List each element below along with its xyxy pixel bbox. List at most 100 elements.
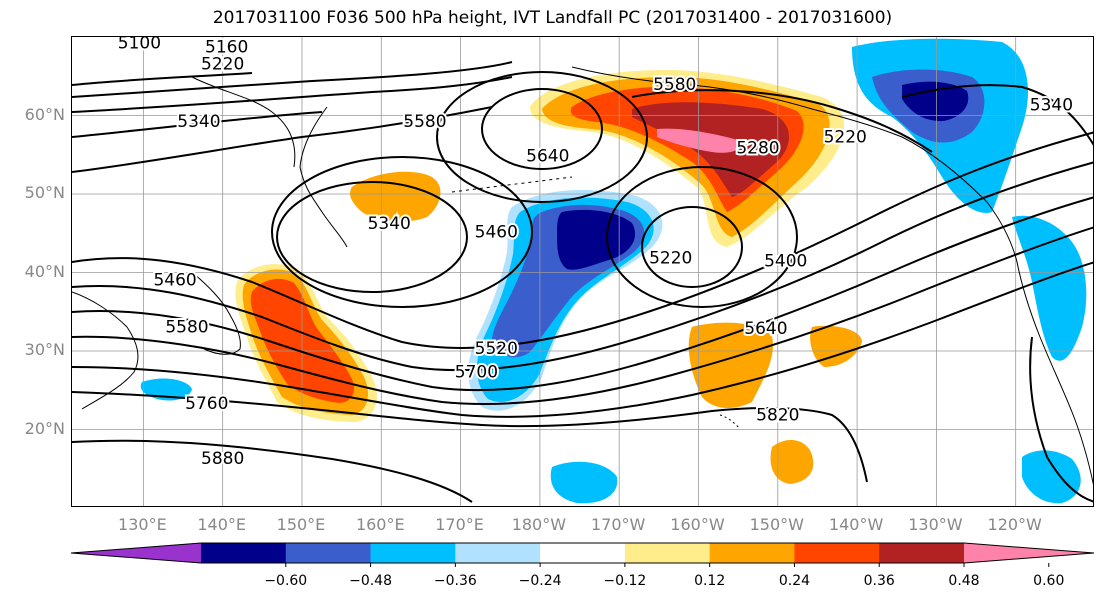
colorbar-swatch — [879, 543, 965, 563]
contour-line — [641, 206, 743, 288]
contour-line — [481, 88, 603, 170]
colorbar-tick-label: −0.48 — [349, 573, 392, 589]
colorbar-tick-label: 0.36 — [863, 573, 895, 589]
colorbar-swatch — [285, 543, 372, 563]
latitude-tick-label: 20°N — [24, 418, 65, 438]
contour-label: 5760 — [185, 394, 228, 414]
colorbar-outline — [70, 542, 1095, 564]
colorbar-swatch — [201, 543, 287, 563]
contour-line — [72, 106, 493, 173]
contour-line — [901, 84, 1093, 146]
contour-label: 5340 — [368, 214, 411, 234]
longitude-tick-label: 170°W — [590, 515, 646, 534]
ivt-negative-area-south — [550, 461, 618, 504]
contour-label: 5820 — [756, 406, 799, 426]
contour-label: 5220 — [824, 128, 867, 148]
coastline-hawaii — [719, 414, 741, 430]
longitude-tick-label: 170°E — [435, 515, 484, 534]
colorbar-tick-label: −0.24 — [518, 573, 562, 589]
latitude-tick-label: 60°N — [24, 104, 65, 124]
longitude-tick-label: 150°E — [276, 515, 326, 534]
contour-label: 5460 — [153, 271, 196, 291]
contour-line — [631, 89, 933, 153]
contour-line — [72, 111, 323, 138]
colorbar-swatch — [370, 543, 456, 563]
colorbar-tick-label: −0.36 — [433, 573, 477, 589]
latitude-tick-label: 30°N — [24, 340, 65, 359]
contour-line — [72, 61, 513, 98]
contour-line — [72, 226, 1093, 405]
chart-title: 2017031100 F036 500 hPa height, IVT Land… — [212, 8, 893, 28]
colorbar-extend-low — [71, 543, 201, 563]
contour-label: 5220 — [649, 249, 692, 269]
contour-label: 5580 — [403, 112, 446, 132]
contour-line — [72, 391, 868, 483]
contour-line — [72, 76, 513, 113]
contour-line — [72, 261, 1093, 418]
colorbar-extend-high — [964, 543, 1094, 563]
colorbar-swatch — [455, 543, 541, 563]
contour-line — [72, 196, 1093, 392]
contour-line — [436, 71, 648, 203]
contour-label: 5400 — [764, 252, 807, 272]
coastline-alaska — [571, 66, 988, 203]
colorbar-tick-label: −0.12 — [603, 573, 647, 589]
coastline-north-america-west — [986, 201, 1093, 485]
contour-label: 5220 — [201, 55, 244, 75]
contour-line — [276, 181, 468, 293]
longitude-tick-label: 130°W — [908, 515, 963, 534]
colorbar-tick-label: 0.24 — [778, 573, 811, 589]
ivt-positive-area-alaska-pink — [657, 128, 743, 153]
colorbar-swatch — [624, 543, 711, 563]
ivt-positive-area-east — [810, 325, 862, 367]
longitude-tick-label: 180°W — [511, 515, 567, 534]
colorbar-tick-label: −0.60 — [264, 573, 308, 589]
contour-line — [271, 156, 533, 308]
contour-label: 5340 — [1030, 96, 1073, 116]
contour-label: 5160 — [205, 37, 248, 57]
contour-label: 5280 — [736, 139, 779, 159]
contour-line — [606, 166, 798, 308]
map-panel: 5100 5160 5220 5340 5580 5640 5580 5280 5220 5340… — [71, 36, 1094, 507]
coastline-kamchatka — [299, 106, 348, 248]
longitude-tick-label: 130°E — [118, 515, 167, 534]
contour-label: 5580 — [653, 75, 696, 95]
contour-label: 5580 — [165, 318, 208, 338]
colorbar-tick-label: 0.60 — [1033, 573, 1065, 589]
longitude-tick-label: 140°E — [197, 515, 246, 534]
contour-label: 5100 — [118, 37, 161, 53]
longitude-tick-label: 150°W — [749, 515, 804, 534]
contour-label: 5640 — [744, 319, 787, 339]
colorbar-swatch — [794, 543, 880, 563]
colorbar-tick-label: 0.12 — [694, 573, 726, 589]
contour-line — [72, 439, 473, 503]
contour-label: 5640 — [526, 147, 569, 167]
contour-label: 5520 — [475, 339, 518, 359]
longitude-tick-label: 120°W — [987, 515, 1042, 534]
latitude-tick-label: 50°N — [24, 183, 65, 202]
contour-label: 5340 — [177, 112, 220, 132]
contour-line — [72, 161, 1093, 372]
contour-label: 5700 — [455, 362, 498, 382]
height-contours — [72, 61, 1093, 503]
ivt-negative-area-gulf-navy — [902, 81, 969, 122]
contour-line — [72, 131, 1093, 349]
colorbar-swatch — [709, 543, 795, 563]
longitude-tick-label: 160°W — [670, 515, 725, 534]
ivt-shading — [140, 38, 1087, 504]
coastlines — [72, 66, 1093, 485]
ivt-positive-area-hawaii-south — [770, 440, 814, 484]
colorbar-tick-label: 0.48 — [948, 573, 980, 589]
ivt-positive-area-hawaii-north — [688, 322, 773, 409]
ivt-negative-area-central-navy — [557, 209, 636, 270]
latitude-tick-label: 40°N — [24, 261, 65, 281]
contour-line — [1029, 336, 1093, 503]
ivt-negative-area-baja — [1022, 450, 1081, 504]
colorbar-swatch — [540, 543, 626, 563]
contour-label: 5880 — [201, 449, 244, 469]
contour-label: 5460 — [475, 223, 518, 243]
graticule — [72, 37, 1093, 506]
contour-line — [72, 72, 253, 86]
coastline-japan — [191, 271, 241, 355]
